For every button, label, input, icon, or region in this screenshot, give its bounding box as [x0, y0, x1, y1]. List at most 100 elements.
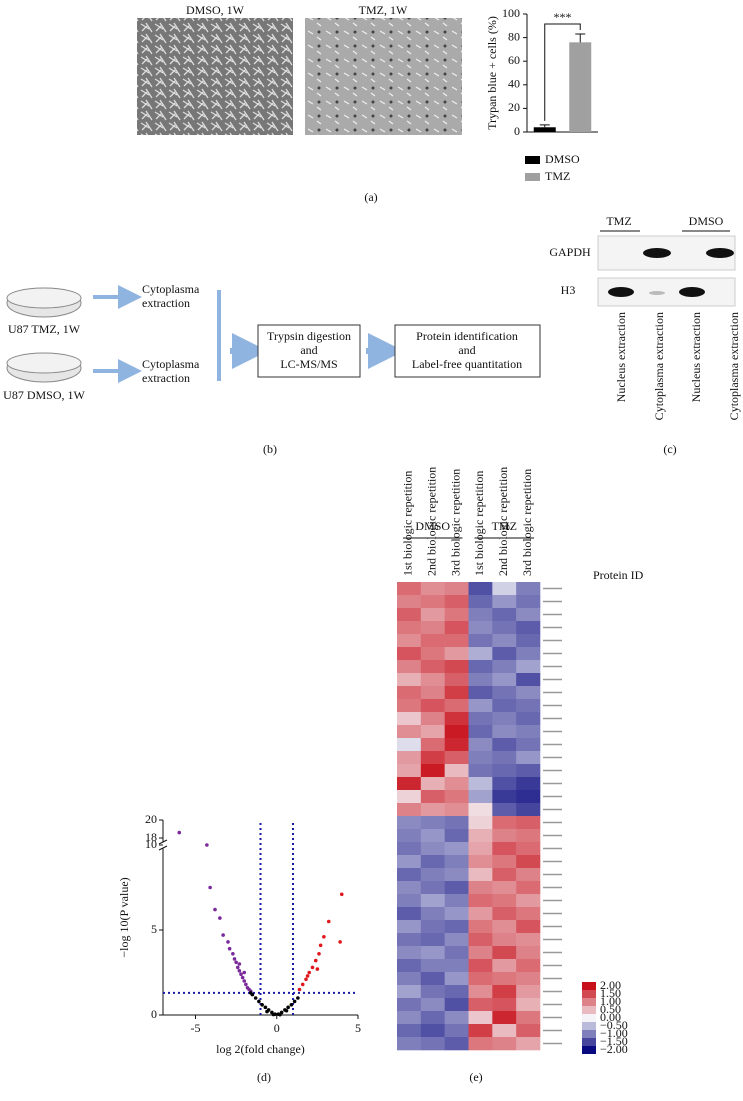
point: [292, 999, 297, 1004]
heatmap-cell: [516, 647, 541, 661]
heatmap-cell: [516, 595, 541, 609]
heatmap-cell: [444, 972, 469, 986]
heatmap-cell: [492, 829, 517, 843]
point: [297, 987, 302, 992]
heatmap-cell: [492, 894, 517, 908]
column-label: 2nd biologic repetition: [425, 467, 439, 576]
heatmap-cell: [468, 621, 493, 635]
y-tick-label: 20: [508, 100, 520, 114]
heatmap-cell: [516, 738, 541, 752]
y-tick-label: 20: [145, 812, 157, 826]
heatmap-cell: [397, 660, 422, 674]
y-tick-label: 80: [508, 29, 520, 43]
photo-label: DMSO, 1W: [186, 3, 245, 17]
column-label: 1st biologic repetition: [472, 471, 486, 576]
heatmap-cell: [444, 686, 469, 700]
heatmap-cell: [492, 959, 517, 973]
point: [313, 958, 318, 963]
heatmap-cell: [444, 1037, 469, 1051]
heatmap-cell: [444, 595, 469, 609]
heatmap-cell: [516, 998, 541, 1012]
point: [300, 982, 305, 987]
y-axis-label: −log 10(P value): [117, 877, 131, 957]
color-swatch: [582, 998, 596, 1006]
heatmap-cell: [492, 1024, 517, 1038]
heatmap-cell: [492, 686, 517, 700]
heatmap-cell: [397, 881, 422, 895]
heatmap-cell: [468, 725, 493, 739]
heatmap-cell: [420, 959, 445, 973]
point: [317, 952, 321, 956]
heatmap-cell: [397, 712, 422, 726]
heatmap-cell: [420, 920, 445, 934]
x-axis-label: log 2(fold change): [216, 1042, 305, 1056]
colorscale-label: −2.00: [600, 1042, 628, 1056]
heatmap-cell: [516, 621, 541, 635]
heatmap-cell: [420, 1011, 445, 1025]
heatmap-cell: [468, 803, 493, 817]
heatmap-cell: [468, 634, 493, 648]
heatmap-cell: [397, 1024, 422, 1038]
workflow: U87 TMZ, 1W U87 DMSO, 1W Cytoplasma extr…: [3, 282, 541, 456]
heatmap-cell: [444, 621, 469, 635]
point: [213, 907, 217, 912]
heatmap-cell: [397, 959, 422, 973]
y-tick-label: 40: [508, 77, 520, 91]
heatmap-cell: [492, 725, 517, 739]
heatmap-cell: [397, 907, 422, 921]
heatmap-cell: [468, 959, 493, 973]
heatmap-cell: [468, 972, 493, 986]
error-bar: [575, 33, 586, 43]
heatmap-cell: [492, 855, 517, 869]
point: [257, 999, 261, 1004]
heatmap-cell: [468, 790, 493, 804]
point: [315, 967, 320, 971]
y-tick-label: 10: [145, 837, 157, 851]
heatmap-cell: [420, 634, 445, 648]
extraction: Cytoplasma: [142, 282, 200, 296]
heatmap-cell: [468, 608, 493, 622]
heatmap-cell: [420, 985, 445, 999]
heatmap-cell: [468, 985, 493, 999]
lane-label: Nucleus extraction: [689, 312, 703, 402]
color-swatch: [582, 1046, 596, 1054]
heatmap-cell: [492, 868, 517, 882]
point: [278, 1012, 282, 1017]
point: [318, 943, 323, 948]
column-label: 1st biologic repetition: [401, 471, 415, 576]
colorscale-label: −0.50: [600, 1018, 628, 1032]
heatmap-cell: [420, 595, 445, 609]
heatmap-cell: [492, 634, 517, 648]
y-axis-label: Trypan blue + cells (%): [485, 16, 499, 130]
column-label: 2nd biologic repetition: [496, 467, 510, 576]
heatmap-cell: [397, 1011, 422, 1025]
heatmap-cell: [420, 829, 445, 843]
heatmap-cell: [397, 608, 422, 622]
y-tick-label: 0: [514, 124, 520, 138]
heatmap-cell: [420, 790, 445, 804]
point: [237, 969, 242, 973]
heatmap-cell: [468, 660, 493, 674]
color-swatch: [582, 1030, 596, 1038]
heatmap-cell: [516, 894, 541, 908]
heatmap-cell: [420, 751, 445, 765]
color-swatch: [582, 1022, 596, 1030]
heatmap-cell: [468, 777, 493, 791]
heatmap-cell: [492, 712, 517, 726]
heatmap-cell: [468, 595, 493, 609]
heatmap-cell: [516, 959, 541, 973]
heatmap-cell: [492, 621, 517, 635]
heatmap-cell: [468, 881, 493, 895]
heatmap-cell: [516, 725, 541, 739]
heatmap-cell: [397, 803, 422, 817]
point: [304, 977, 308, 982]
heatmap-cell: [516, 673, 541, 687]
heatmap-cell: [492, 777, 517, 791]
heatmap-cell: [516, 985, 541, 999]
heatmap-cell: [468, 1037, 493, 1051]
heatmap-cell: [468, 998, 493, 1012]
heatmap-cell: [516, 803, 541, 817]
heatmap-cell: [444, 816, 469, 830]
heatmap-cell: [420, 582, 445, 596]
